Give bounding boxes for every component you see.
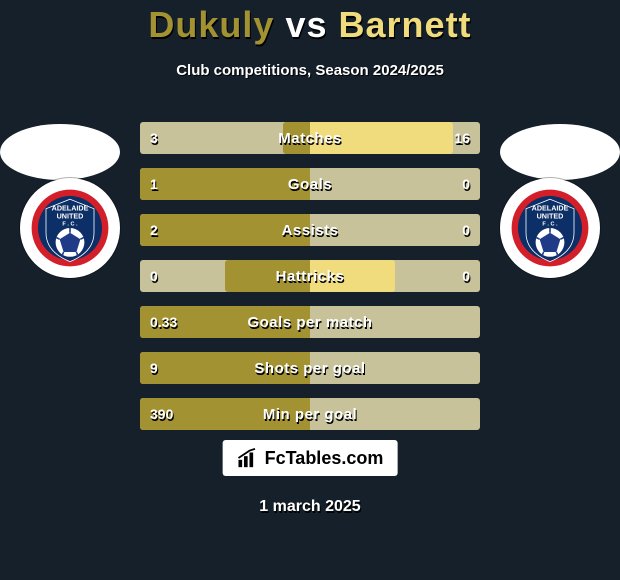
stat-row: Shots per goal9 — [140, 352, 480, 384]
vs-text: vs — [285, 4, 327, 45]
svg-text:UNITED: UNITED — [57, 211, 84, 220]
subtitle: Club competitions, Season 2024/2025 — [0, 62, 620, 79]
page-title: Dukuly vs Barnett — [0, 4, 620, 46]
brand-label: FcTables.com — [265, 448, 384, 469]
stat-row: Goals10 — [140, 168, 480, 200]
svg-text:F . C .: F . C . — [62, 222, 78, 228]
player2-name: Barnett — [339, 4, 472, 45]
stat-row: Goals per match0.33 — [140, 306, 480, 338]
player2-club-crest: ADELAIDE UNITED F . C . — [500, 178, 600, 278]
comparison-card: Dukuly vs Barnett Club competitions, Sea… — [0, 0, 620, 580]
date-text: 1 march 2025 — [0, 498, 620, 516]
stat-row: Matches316 — [140, 122, 480, 154]
stat-bars: Matches316 Goals10 Assists20 Hattricks00 Goa… — [140, 122, 480, 444]
player1-photo — [0, 124, 120, 180]
stat-row: Min per goal390 — [140, 398, 480, 430]
brand-icon — [237, 447, 259, 469]
player1-club-crest: ADELAIDE UNITED F . C . — [20, 178, 120, 278]
player2-photo — [500, 124, 620, 180]
stat-row: Assists20 — [140, 214, 480, 246]
player1-name: Dukuly — [148, 4, 274, 45]
svg-text:UNITED: UNITED — [537, 211, 564, 220]
brand-tag: FcTables.com — [223, 440, 398, 476]
svg-text:F . C .: F . C . — [542, 222, 558, 228]
stat-row: Hattricks00 — [140, 260, 480, 292]
